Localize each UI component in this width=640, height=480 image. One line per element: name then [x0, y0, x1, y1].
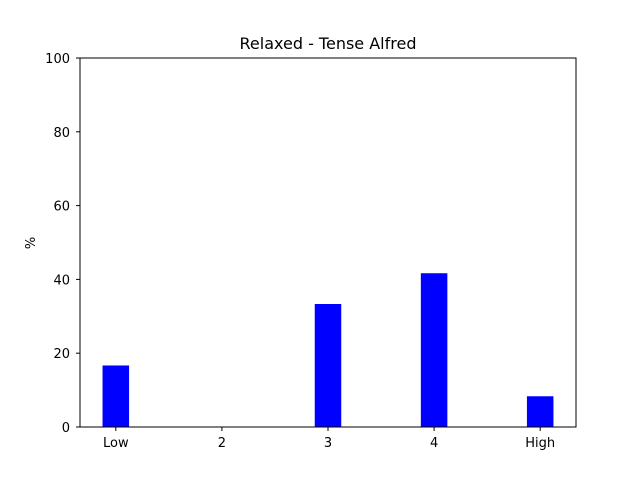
- y-tick-label: 0: [62, 421, 70, 436]
- y-axis-label: %: [24, 237, 39, 249]
- x-tick-label: High: [525, 436, 555, 451]
- x-axis-ticks: Low 2 3 4 High: [103, 427, 555, 451]
- x-tick-label: 4: [430, 436, 438, 451]
- bar-low: [102, 365, 130, 427]
- y-tick-label: 60: [53, 200, 70, 215]
- plot-area-frame: [79, 57, 577, 428]
- y-tick-label: 20: [53, 347, 70, 362]
- y-tick-label: 80: [53, 126, 70, 141]
- y-axis-ticks: 0 20 40 60 80 100: [45, 52, 80, 436]
- x-tick-label: Low: [103, 436, 129, 451]
- bar-3: [314, 304, 342, 427]
- chart-title: Relaxed - Tense Alfred: [240, 34, 417, 53]
- x-tick-label: 2: [218, 436, 226, 451]
- bars-group: [102, 273, 554, 427]
- bar-4: [420, 273, 448, 427]
- x-tick-label: 3: [324, 436, 332, 451]
- y-tick-label: 40: [53, 273, 70, 288]
- y-tick-label: 100: [45, 52, 70, 67]
- bar-high: [526, 396, 554, 427]
